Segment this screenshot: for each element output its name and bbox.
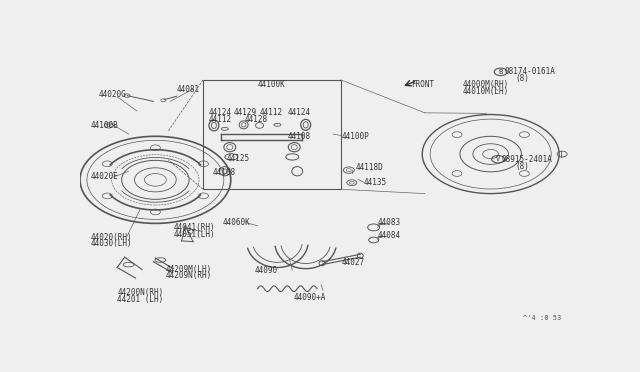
Text: 44112: 44112 (209, 115, 232, 124)
Text: 08915-2401A: 08915-2401A (502, 155, 552, 164)
Text: 44129: 44129 (234, 108, 257, 117)
Text: V: V (496, 156, 500, 162)
Text: 44010M(LH): 44010M(LH) (463, 87, 509, 96)
Text: 44000M(RH): 44000M(RH) (463, 80, 509, 89)
Text: 44030(LH): 44030(LH) (91, 239, 132, 248)
Text: (8): (8) (515, 74, 529, 83)
Text: 44041(RH): 44041(RH) (173, 224, 215, 232)
FancyBboxPatch shape (203, 80, 341, 189)
Text: 44100P: 44100P (342, 132, 370, 141)
Text: 44128: 44128 (244, 115, 268, 124)
Text: FRONT: FRONT (412, 80, 435, 89)
Text: 44060K: 44060K (223, 218, 251, 227)
Text: 44209N(RH): 44209N(RH) (165, 271, 212, 280)
Text: 08174-0161A: 08174-0161A (504, 67, 555, 76)
Text: 44081: 44081 (177, 84, 200, 93)
Text: 44118D: 44118D (355, 163, 383, 172)
Text: 44209M(LH): 44209M(LH) (165, 265, 212, 274)
Text: 44124: 44124 (287, 108, 310, 117)
Text: 44100B: 44100B (91, 121, 118, 130)
Text: ^'4 :0 53: ^'4 :0 53 (523, 315, 561, 321)
Text: 44200N(RH): 44200N(RH) (117, 288, 163, 298)
Text: 44051(LH): 44051(LH) (173, 230, 215, 239)
Text: 44135: 44135 (364, 178, 387, 187)
Text: 44100K: 44100K (257, 80, 285, 89)
Text: B: B (499, 69, 503, 75)
Text: 44020E: 44020E (91, 173, 118, 182)
Text: 44090: 44090 (255, 266, 278, 275)
Text: 44020(RH): 44020(RH) (91, 232, 132, 242)
Text: 44020G: 44020G (99, 90, 127, 99)
Text: 44112: 44112 (260, 108, 283, 117)
Text: 44084: 44084 (378, 231, 401, 240)
Text: 44083: 44083 (378, 218, 401, 227)
Text: 44090+A: 44090+A (293, 293, 326, 302)
Text: 44108: 44108 (287, 132, 310, 141)
Text: 44125: 44125 (227, 154, 250, 163)
Text: 44124: 44124 (209, 108, 232, 117)
Text: (8): (8) (515, 162, 529, 171)
Text: 44108: 44108 (213, 169, 236, 177)
Text: 44201 (LH): 44201 (LH) (117, 295, 163, 304)
Text: 44027: 44027 (342, 259, 365, 267)
